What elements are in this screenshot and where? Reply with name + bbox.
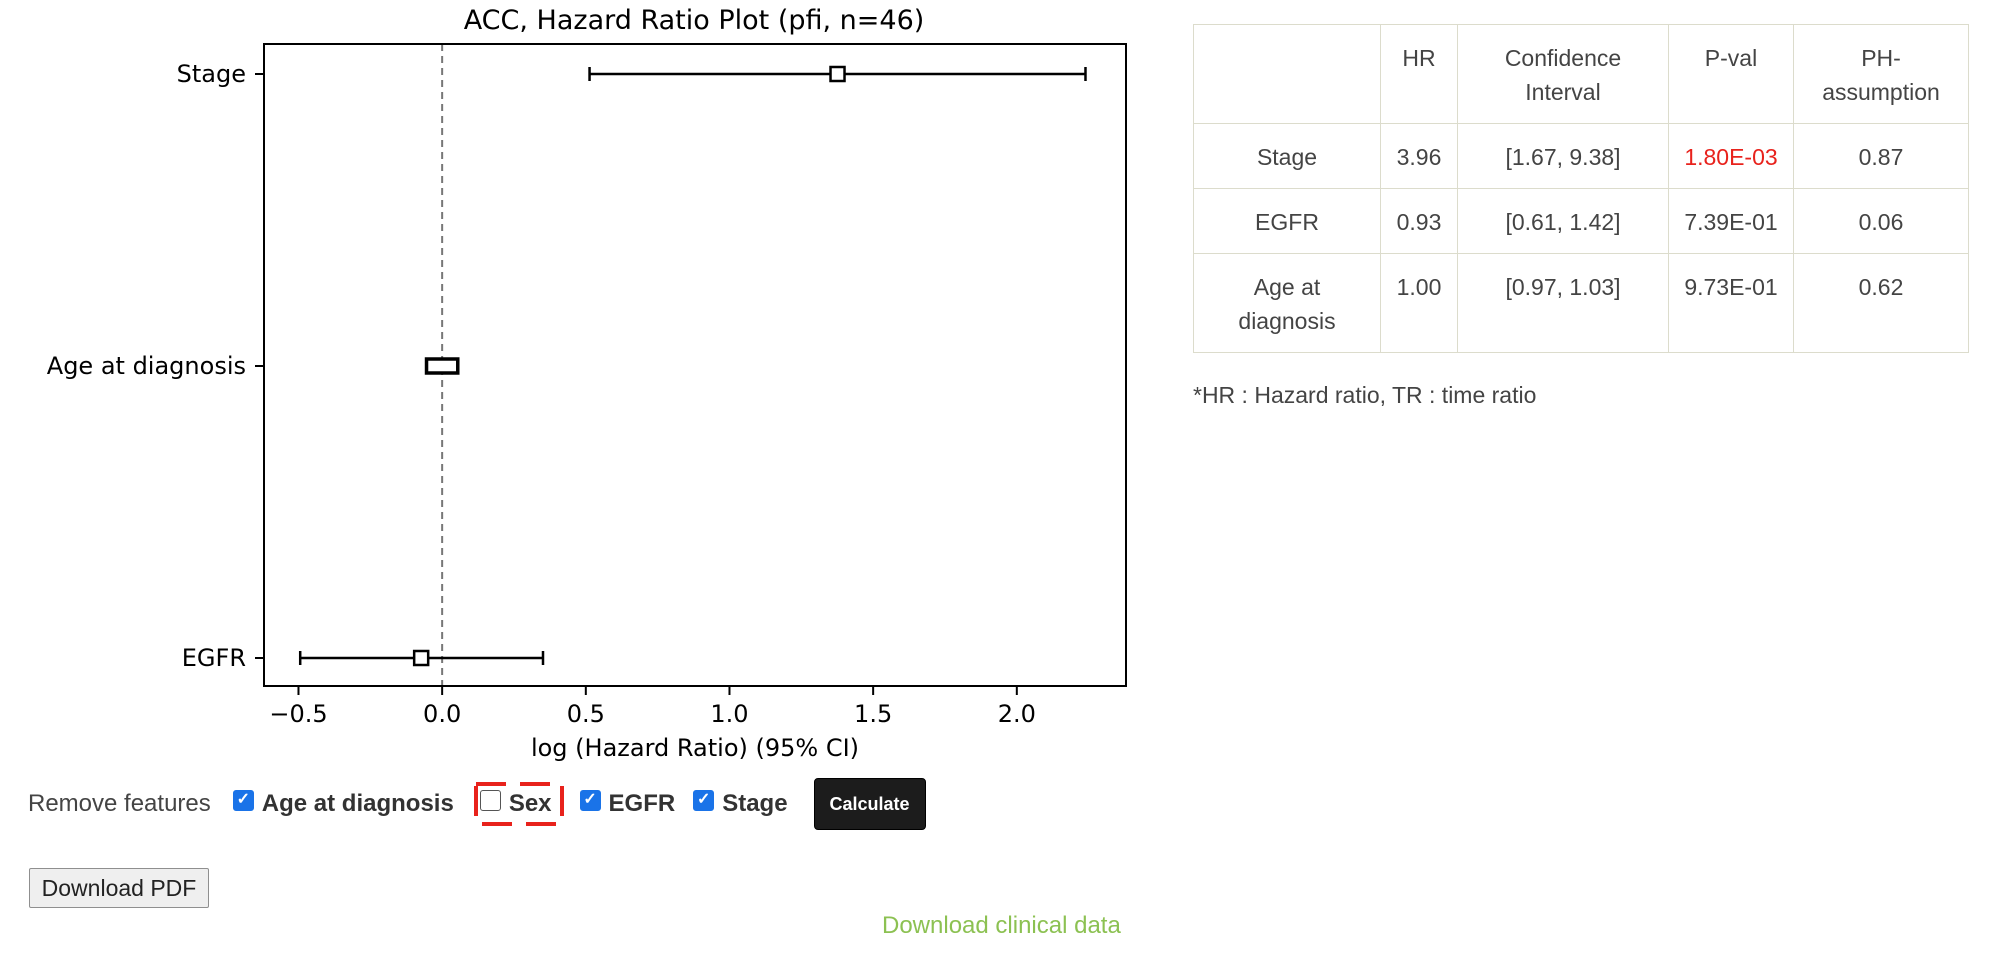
header-feature — [1193, 24, 1381, 124]
x-tick-label: 2.0 — [998, 700, 1036, 728]
forest-row: EGFR — [182, 644, 545, 672]
table-row: EGFR 0.93 [0.61, 1.42] 7.39E-01 0.06 — [1193, 188, 1969, 254]
cell-hr: 1.00 — [1380, 253, 1458, 353]
checkbox-age-at-diagnosis[interactable]: ✓ Age at diagnosis — [232, 789, 454, 818]
y-tick-label: EGFR — [182, 644, 246, 672]
header-ph-assumption: PH-assumption — [1793, 24, 1969, 124]
checkbox-label: Stage — [722, 790, 788, 817]
x-tick-label: 0.5 — [567, 700, 605, 728]
table-row: Stage 3.96 [1.67, 9.38] 1.80E-03 0.87 — [1193, 123, 1969, 189]
remove-features-controls: Remove features ✓ Age at diagnosis Sex ✓… — [28, 776, 926, 832]
cell-feature: EGFR — [1193, 188, 1381, 254]
cell-feature: Age at diagnosis — [1193, 253, 1381, 353]
dashed-highlight-box — [473, 782, 564, 826]
x-tick-label: −0.5 — [269, 700, 327, 728]
hazard-ratio-table: HR Confidence Interval P-val PH-assumpti… — [1193, 24, 1969, 353]
checkbox-label: Sex — [508, 790, 552, 817]
x-tick-label: 1.5 — [854, 700, 892, 728]
cell-ph: 0.06 — [1793, 188, 1969, 254]
table-row: Age at diagnosis 1.00 [0.97, 1.03] 9.73E… — [1193, 253, 1969, 353]
plot-frame — [263, 43, 1127, 687]
checkbox-egfr[interactable]: ✓ EGFR — [579, 789, 676, 818]
download-pdf-button[interactable]: Download PDF — [29, 868, 209, 908]
hazard-ratio-plot: ACC, Hazard Ratio Plot (pfi, n=46) Stage… — [47, 5, 1127, 762]
cell-hr: 3.96 — [1380, 123, 1458, 189]
cell-hr: 0.93 — [1380, 188, 1458, 254]
forest-row: Age at diagnosis — [47, 352, 460, 380]
remove-features-label: Remove features — [28, 790, 211, 817]
x-tick-label: 0.0 — [423, 700, 461, 728]
checkbox-stage[interactable]: ✓ Stage — [693, 789, 788, 818]
point-estimate-marker — [829, 65, 846, 83]
table-header-row: HR Confidence Interval P-val PH-assumpti… — [1193, 24, 1969, 124]
cell-feature: Stage — [1193, 123, 1381, 189]
checkbox-checked-icon[interactable]: ✓ — [232, 789, 254, 811]
cell-pval: 1.80E-03 — [1668, 123, 1794, 189]
checkbox-label: Age at diagnosis — [261, 790, 454, 817]
checkbox-unchecked-icon[interactable] — [479, 789, 501, 811]
y-tick-label: Age at diagnosis — [47, 352, 246, 380]
x-tick-label: 1.0 — [710, 700, 748, 728]
footnote: *HR : Hazard ratio, TR : time ratio — [1193, 382, 1537, 408]
sex-highlight: Sex — [473, 782, 564, 826]
header-hr: HR — [1380, 24, 1458, 124]
checkbox-checked-icon[interactable]: ✓ — [579, 789, 601, 811]
header-confidence-interval: Confidence Interval — [1457, 24, 1669, 124]
cell-ci: [0.61, 1.42] — [1457, 188, 1669, 254]
forest-row: Stage — [177, 60, 1087, 88]
download-clinical-data-link[interactable]: Download clinical data — [882, 912, 1121, 939]
x-axis-label: log (Hazard Ratio) (95% CI) — [531, 734, 859, 762]
checkbox-label: EGFR — [608, 790, 676, 817]
y-tick-label: Stage — [177, 60, 246, 88]
cell-pval: 7.39E-01 — [1668, 188, 1794, 254]
point-estimate-marker — [424, 357, 460, 375]
checkbox-sex[interactable]: Sex — [479, 789, 552, 818]
calculate-button[interactable]: Calculate — [813, 778, 926, 830]
chart-title: ACC, Hazard Ratio Plot (pfi, n=46) — [464, 5, 925, 36]
cell-ph: 0.62 — [1793, 253, 1969, 353]
checkbox-checked-icon[interactable]: ✓ — [693, 789, 715, 811]
cell-pval: 9.73E-01 — [1668, 253, 1794, 353]
cell-ci: [0.97, 1.03] — [1457, 253, 1669, 353]
header-p-val: P-val — [1668, 24, 1794, 124]
cell-ci: [1.67, 9.38] — [1457, 123, 1669, 189]
cell-ph: 0.87 — [1793, 123, 1969, 189]
point-estimate-marker — [412, 649, 430, 667]
